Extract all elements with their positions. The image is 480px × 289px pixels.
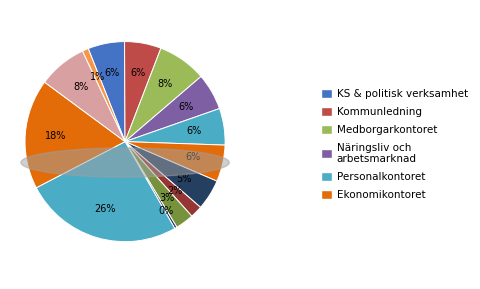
- Wedge shape: [36, 142, 174, 242]
- Text: 6%: 6%: [178, 102, 193, 112]
- Wedge shape: [45, 51, 125, 142]
- Text: 1%: 1%: [89, 72, 105, 82]
- Wedge shape: [125, 77, 219, 142]
- Text: 8%: 8%: [73, 82, 88, 92]
- Wedge shape: [125, 142, 177, 229]
- Wedge shape: [25, 82, 125, 188]
- Wedge shape: [125, 142, 216, 207]
- Text: 6%: 6%: [130, 68, 145, 78]
- Text: 3%: 3%: [159, 193, 174, 203]
- Wedge shape: [124, 42, 161, 142]
- Ellipse shape: [21, 148, 229, 177]
- Text: 2%: 2%: [167, 186, 182, 196]
- Wedge shape: [125, 142, 192, 227]
- Text: 6%: 6%: [185, 152, 201, 162]
- Wedge shape: [83, 49, 125, 142]
- Wedge shape: [125, 142, 200, 216]
- Text: 8%: 8%: [157, 79, 173, 89]
- Wedge shape: [125, 142, 225, 181]
- Text: 18%: 18%: [45, 131, 66, 141]
- Legend: KS & politisk verksamhet, Kommunledning, Medborgarkontoret, Näringsliv och
arbet: KS & politisk verksamhet, Kommunledning,…: [317, 86, 470, 203]
- Text: 6%: 6%: [186, 126, 202, 136]
- Text: 5%: 5%: [176, 174, 192, 184]
- Wedge shape: [88, 42, 125, 142]
- Wedge shape: [125, 48, 201, 142]
- Text: 26%: 26%: [95, 204, 116, 214]
- Wedge shape: [125, 109, 225, 145]
- Text: 0%: 0%: [158, 205, 173, 216]
- Text: 6%: 6%: [104, 68, 119, 78]
